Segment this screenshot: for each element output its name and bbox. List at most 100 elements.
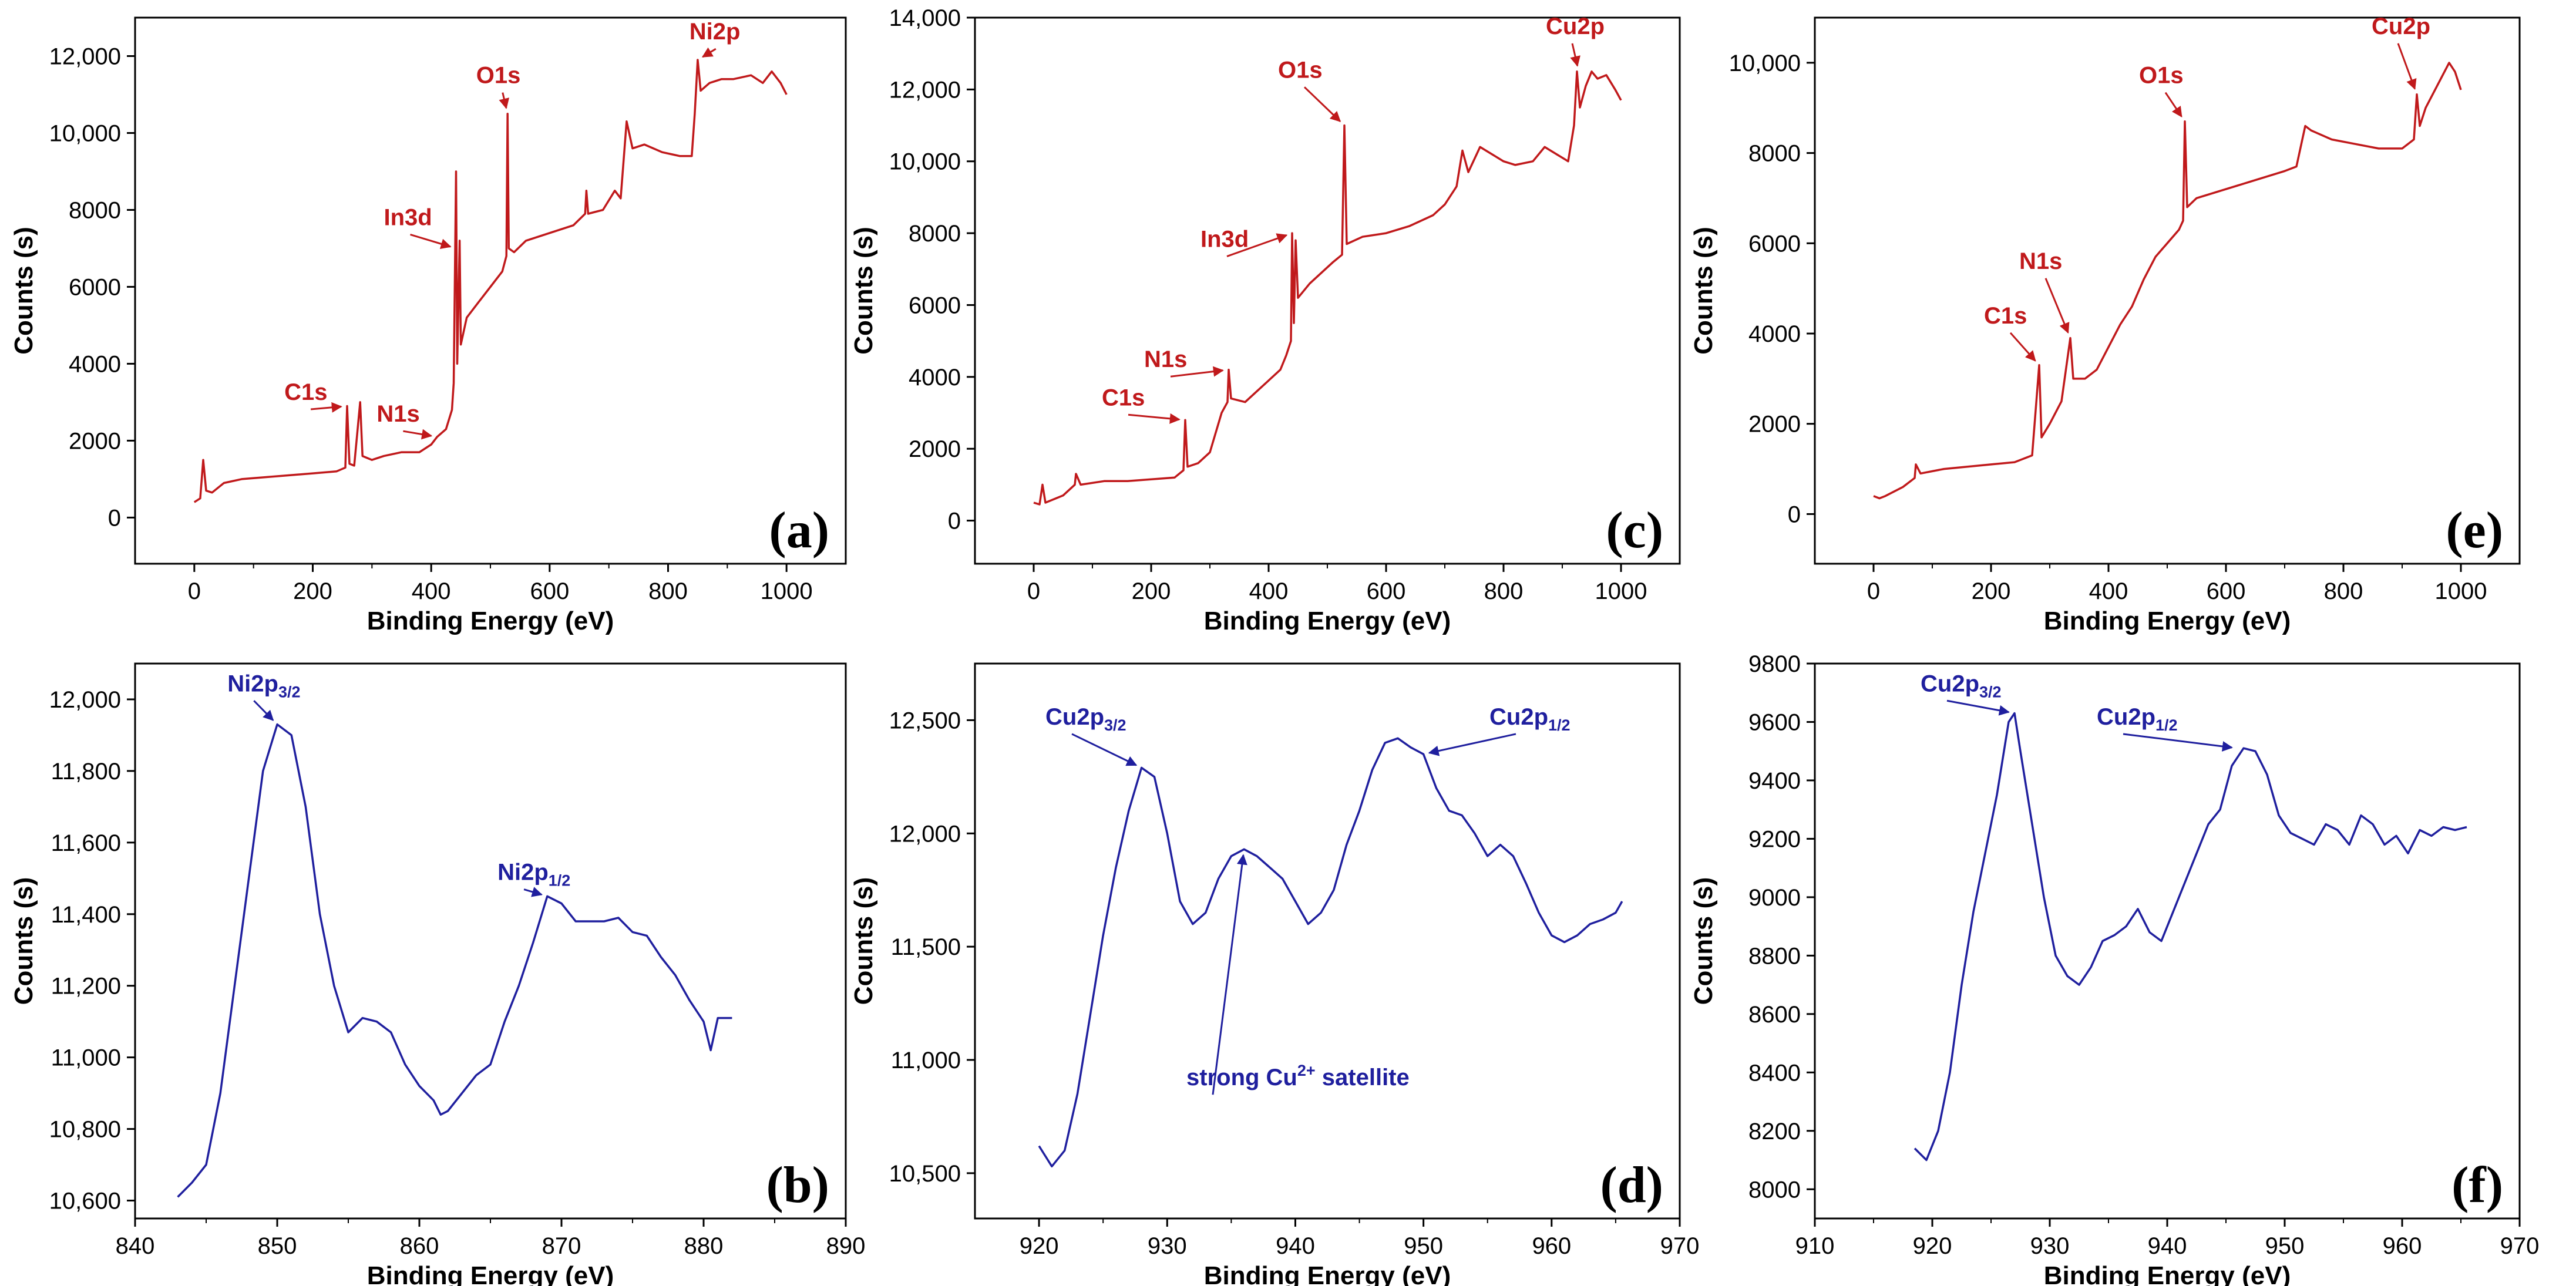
- x-tick-label: 0: [1867, 578, 1880, 604]
- x-tick-label: 850: [258, 1233, 297, 1259]
- annotation-arrow: [499, 92, 510, 109]
- panel-label: (c): [1606, 502, 1663, 559]
- x-axis-title: Binding Energy (eV): [367, 607, 614, 635]
- annotation-label: N1s: [1144, 346, 1187, 372]
- x-tick-label: 940: [1276, 1233, 1315, 1259]
- y-tick-label: 10,800: [49, 1117, 121, 1143]
- x-tick-label: 200: [1132, 578, 1171, 604]
- y-tick-label: 12,000: [889, 821, 961, 847]
- y-tick-label: 8000: [1748, 141, 1801, 167]
- y-tick-label: 8000: [1748, 1177, 1801, 1203]
- y-tick-label: 9800: [1748, 651, 1801, 677]
- x-tick-label: 970: [2500, 1233, 2540, 1259]
- x-tick-label: 940: [2148, 1233, 2187, 1259]
- y-tick-label: 0: [948, 509, 961, 534]
- y-tick-label: 8000: [69, 197, 121, 223]
- x-tick-label: 920: [1020, 1233, 1059, 1259]
- annotation-label: strong Cu2+ satellite: [1186, 1062, 1410, 1090]
- annotation-arrow: [253, 700, 274, 721]
- annotation-label: Ni2p3/2: [227, 671, 300, 701]
- x-tick-label: 0: [188, 578, 201, 604]
- y-tick-label: 12,000: [49, 687, 121, 713]
- x-tick-label: 880: [684, 1233, 724, 1259]
- plot-frame: [134, 662, 847, 1220]
- annotation-arrow: [2009, 332, 2036, 362]
- x-tick-label: 960: [2383, 1233, 2422, 1259]
- annotation-label: N1s: [2019, 248, 2062, 274]
- x-tick-label: 860: [400, 1233, 439, 1259]
- chart-panel-e: 0 200 400 600 800 1000 0 2000 4000 6000 8000 10,000…: [1689, 14, 2521, 635]
- x-axis-title: Binding Energy (eV): [1204, 1261, 1451, 1286]
- y-tick-label: 2000: [909, 436, 961, 462]
- x-tick-label: 800: [2324, 578, 2363, 604]
- y-tick-label: 11,000: [891, 1048, 961, 1073]
- x-tick-label: 840: [116, 1233, 155, 1259]
- chart-panel-c: 0 200 400 600 800 1000 0 2000 4000 6000 8000 10,000…: [849, 5, 1681, 635]
- y-tick-label: 4000: [909, 365, 961, 390]
- y-tick-label: 8000: [909, 221, 961, 247]
- x-tick-label: 960: [1532, 1233, 1571, 1259]
- annotation-arrow: [1303, 86, 1341, 122]
- annotation-label: Cu2p3/2: [1045, 704, 1126, 734]
- y-axis-title: Counts (s): [849, 227, 878, 355]
- y-tick-label: 10,000: [889, 149, 961, 175]
- annotation-label: O1s: [1278, 57, 1323, 83]
- series-line: [1873, 62, 2462, 500]
- annotation-label: Cu2p: [2372, 14, 2430, 39]
- chart-panel-b: 840 850 860 870 880 890 10,600 10,800 11,000 11,2…: [9, 662, 865, 1286]
- x-tick-label: 600: [1367, 578, 1406, 604]
- y-tick-label: 9200: [1748, 826, 1801, 852]
- y-tick-label: 2000: [69, 428, 121, 454]
- x-tick-label: 600: [530, 578, 569, 604]
- x-tick-label: 910: [1795, 1233, 1835, 1259]
- x-tick-label: 870: [542, 1233, 581, 1259]
- x-tick-label: 400: [1249, 578, 1289, 604]
- annotation-arrow: [701, 47, 717, 58]
- x-axis-title: Binding Energy (eV): [367, 1261, 614, 1286]
- annotation-arrow: [1946, 699, 2010, 716]
- plot-frame: [974, 16, 1681, 565]
- x-tick-label: 600: [2207, 578, 2246, 604]
- y-tick-label: 8200: [1748, 1119, 1801, 1144]
- y-tick-label: 11,800: [51, 759, 121, 785]
- annotation-arrow: [1570, 43, 1580, 67]
- y-axis-title: Counts (s): [9, 227, 38, 355]
- annotation-label: Cu2p1/2: [1489, 704, 1571, 734]
- x-tick-label: 800: [648, 578, 688, 604]
- x-tick-label: 400: [412, 578, 451, 604]
- y-tick-label: 4000: [69, 351, 121, 377]
- x-tick-label: 970: [1660, 1233, 1700, 1259]
- x-tick-label: 1000: [1595, 578, 1647, 604]
- annotation-label: Cu2p1/2: [2097, 704, 2178, 734]
- y-tick-label: 9000: [1748, 885, 1801, 911]
- plot-frame: [974, 662, 1681, 1220]
- x-axis-title: Binding Energy (eV): [2044, 1261, 2291, 1286]
- chart-panel-a: 0 200 400 600 800 1000 0 2000 4000 6000 8000 10,000…: [9, 16, 847, 635]
- annotation-label: O1s: [2139, 63, 2184, 89]
- y-tick-label: 11,400: [51, 902, 121, 928]
- y-tick-label: 6000: [909, 292, 961, 318]
- y-tick-label: 10,000: [49, 120, 121, 146]
- annotation-label: Ni2p1/2: [497, 860, 570, 890]
- y-tick-label: 14,000: [889, 5, 961, 31]
- y-axis-title: Counts (s): [1689, 877, 1718, 1005]
- x-tick-label: 930: [1148, 1233, 1187, 1259]
- y-tick-label: 6000: [69, 274, 121, 300]
- series-line: [177, 723, 732, 1198]
- x-axis-title: Binding Energy (eV): [2044, 607, 2291, 635]
- x-tick-label: 950: [1404, 1233, 1443, 1259]
- annotation-arrow: [1226, 233, 1288, 258]
- x-tick-label: 200: [1972, 578, 2011, 604]
- panel-label: (f): [2451, 1157, 2503, 1214]
- annotation-label: In3d: [1200, 227, 1249, 253]
- x-tick-label: 200: [293, 578, 332, 604]
- panel-label: (d): [1600, 1157, 1663, 1214]
- annotation-label: C1s: [1984, 303, 2027, 329]
- y-axis-title: Counts (s): [849, 877, 878, 1005]
- y-tick-label: 9600: [1748, 709, 1801, 735]
- panel-label: (a): [769, 502, 829, 559]
- x-tick-label: 1000: [761, 578, 813, 604]
- annotation-arrow: [2397, 43, 2417, 90]
- y-tick-label: 2000: [1748, 412, 1801, 437]
